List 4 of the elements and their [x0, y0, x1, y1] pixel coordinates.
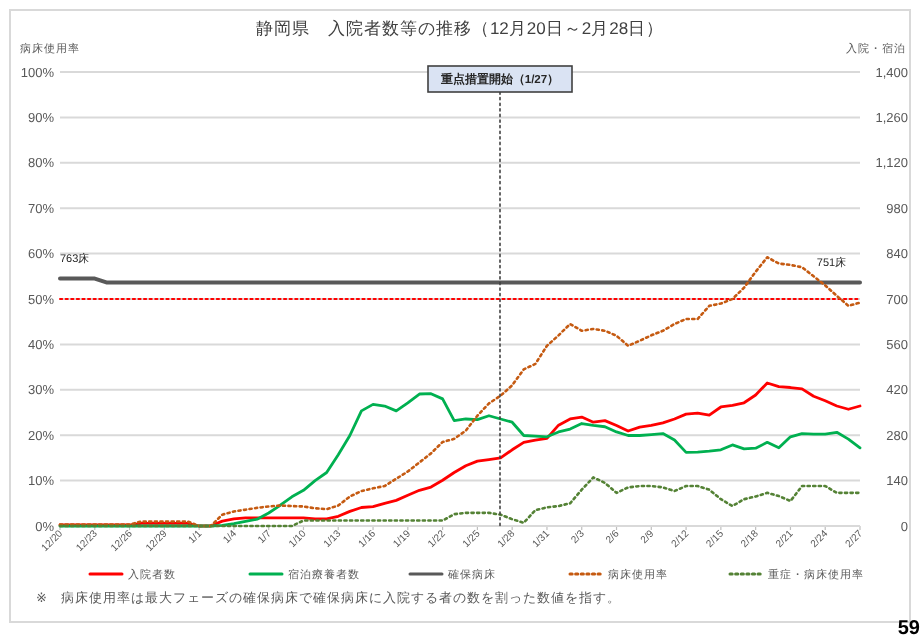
text: 59: [897, 618, 921, 640]
line-series: [58, 255, 862, 528]
line-series: [58, 476, 862, 528]
chart-title: 静岡県 入院者数等の推移（12月20日～2月28日）: [255, 18, 665, 38]
